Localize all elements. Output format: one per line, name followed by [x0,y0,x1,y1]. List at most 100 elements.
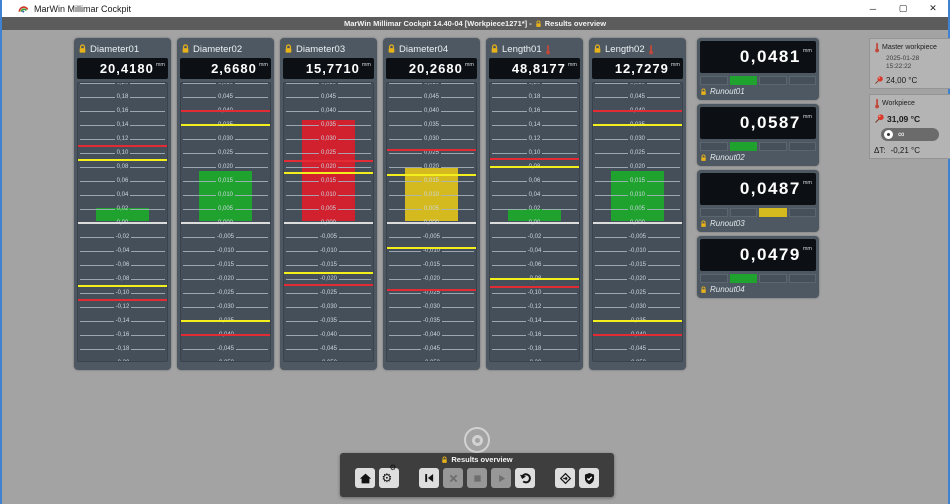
tick-dash [441,124,475,126]
tick-dash [542,96,577,98]
warning-limit-line [490,278,579,280]
runout-segment [700,274,728,283]
tick-dash [235,138,269,140]
scale-tick: -0,045 [286,346,372,352]
play-icon [498,474,505,482]
warning-limit-line [490,166,579,168]
cancel-button [443,468,463,488]
runout-panel: 0,0487 mm Runout03 [697,170,819,232]
runout-value: 0,0587 [739,113,801,132]
tick-dash [183,250,215,252]
scale-tick: -0,040 [389,332,475,338]
tick-dash [595,83,628,84]
scale-tick: -0,015 [389,262,475,268]
tick-dash [492,320,526,322]
tick-dash [492,138,527,140]
scale-tick: 0,020 [389,164,475,170]
reference-button[interactable] [555,468,575,488]
tick-label: 0,025 [321,150,337,156]
runout-unit-label: mm [802,114,812,120]
tick-dash [492,110,527,112]
shield-check-icon [584,472,594,484]
scale-tick: 0,02 [492,206,577,212]
tick-label: 0,020 [218,164,234,170]
measurement-counter-toggle[interactable]: ∞ [881,128,939,141]
tick-dash [130,124,165,126]
scale-tick: 0,050 [595,83,681,86]
tick-label: 0,010 [630,192,646,198]
tick-label: -0,020 [629,276,647,282]
minimize-button[interactable]: ─ [869,3,877,14]
gauge-unit-label: mm [361,62,371,68]
tick-label: -0,025 [217,290,235,296]
gauge-name: Diameter01 [90,43,140,55]
tick-label: 0,045 [630,94,646,100]
stop-button [467,468,487,488]
tick-label: 0,045 [321,94,337,100]
gauge-panel: Diameter03 15,7710 mm 0,050 0,045 0,040 0,035 0… [280,38,377,370]
lock-icon [441,456,448,464]
warning-limit-line [593,124,682,126]
runout-segment-bar [700,142,816,151]
approve-button[interactable] [579,468,599,488]
scale-tick: 0,025 [183,150,269,156]
tick-dash [183,96,216,98]
tick-label: -0,20 [526,360,544,361]
tick-label: 0,18 [528,94,541,100]
skip-to-start-button[interactable] [419,468,439,488]
home-button[interactable] [355,468,375,488]
tick-dash [130,180,165,182]
close-button[interactable]: ✕ [929,3,937,13]
master-workpiece-title: Master workpiece [882,44,937,51]
tick-dash [339,278,372,280]
scale-tick: -0,005 [389,234,475,240]
tick-dash [389,264,421,266]
delta-t-label: ΔT: [874,146,886,155]
tick-dash [235,152,269,154]
settings-button[interactable]: ⚙ ⚙ [379,464,399,488]
tick-dash [286,83,319,84]
tick-dash [130,110,165,112]
undo-button[interactable] [515,468,535,488]
tick-label: -0,005 [423,234,441,240]
runout-label-row: Runout04 [700,285,816,294]
tick-dash [389,320,421,322]
workpiece-title: Workpiece [882,100,915,107]
tick-dash [595,278,627,280]
tick-dash [286,348,318,350]
play-button [491,468,511,488]
tick-dash [236,264,269,266]
tick-dash [647,180,681,182]
scale-tick: 0,020 [183,164,269,170]
tick-dash [339,306,372,308]
tick-dash [595,264,627,266]
maximize-button[interactable]: ▢ [898,3,908,13]
error-limit-line [181,110,270,112]
tick-dash [647,152,681,154]
tick-label: -0,06 [115,262,130,268]
tick-dash [389,236,421,238]
scale-tick: 0,030 [286,136,372,142]
tick-label: -0,02 [527,234,542,240]
tick-label: 0,050 [424,82,440,86]
runout-value-display: 0,0587 mm [700,107,816,139]
scale-tick: -0,010 [183,248,269,254]
tick-dash [235,208,269,210]
scale-tick: 0,045 [286,94,372,100]
tick-dash [542,138,577,140]
scale-tick: -0,015 [595,262,681,268]
tick-dash [543,250,577,252]
warning-limit-line [387,247,476,250]
runout-name: Runout02 [710,153,745,162]
tick-dash [130,194,165,196]
tick-dash [80,166,115,168]
tick-dash [183,264,215,266]
thermometer-icon [874,42,880,53]
tick-dash [543,236,577,238]
tick-dash [286,124,319,126]
tick-dash [441,180,475,182]
tick-dash [595,250,627,252]
tick-dash [441,96,475,98]
tick-dash [80,264,114,266]
warning-limit-line [78,285,167,287]
